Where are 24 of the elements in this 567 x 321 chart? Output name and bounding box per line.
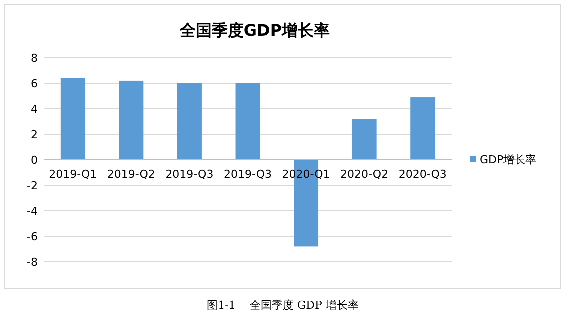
bar [352, 119, 377, 160]
bar [410, 98, 436, 160]
y-tick-label: 2 [31, 128, 38, 142]
y-tick-label: 6 [31, 78, 38, 90]
y-tick-label: -4 [27, 205, 38, 218]
y-tick-label: 8 [31, 52, 38, 65]
x-tick-label: 2019-Q2 [107, 168, 156, 181]
x-tick-label: 2019-Q3 [224, 168, 272, 181]
y-tick-label: -8 [27, 256, 38, 269]
x-tick-label: 2019-Q1 [49, 168, 98, 181]
chart-title: 全国季度GDP增长率 [178, 21, 330, 40]
x-tick-label: 2020-Q2 [340, 168, 389, 181]
caption: 图1-1 全国季度 GDP 增长率 [207, 299, 359, 312]
y-tick-label: 0 [31, 154, 38, 167]
x-tick-label: 2019-Q3 [166, 168, 214, 181]
legend-label: GDP增长率 [480, 154, 537, 166]
y-tick-label: -6 [27, 230, 38, 244]
bar [119, 80, 144, 160]
x-tick-label: 2020-Q3 [398, 168, 447, 181]
y-tick-label: -2 [27, 180, 38, 192]
bar [60, 78, 86, 160]
y-tick-label: 4 [31, 103, 38, 116]
bar [177, 84, 202, 160]
bar [236, 84, 260, 160]
